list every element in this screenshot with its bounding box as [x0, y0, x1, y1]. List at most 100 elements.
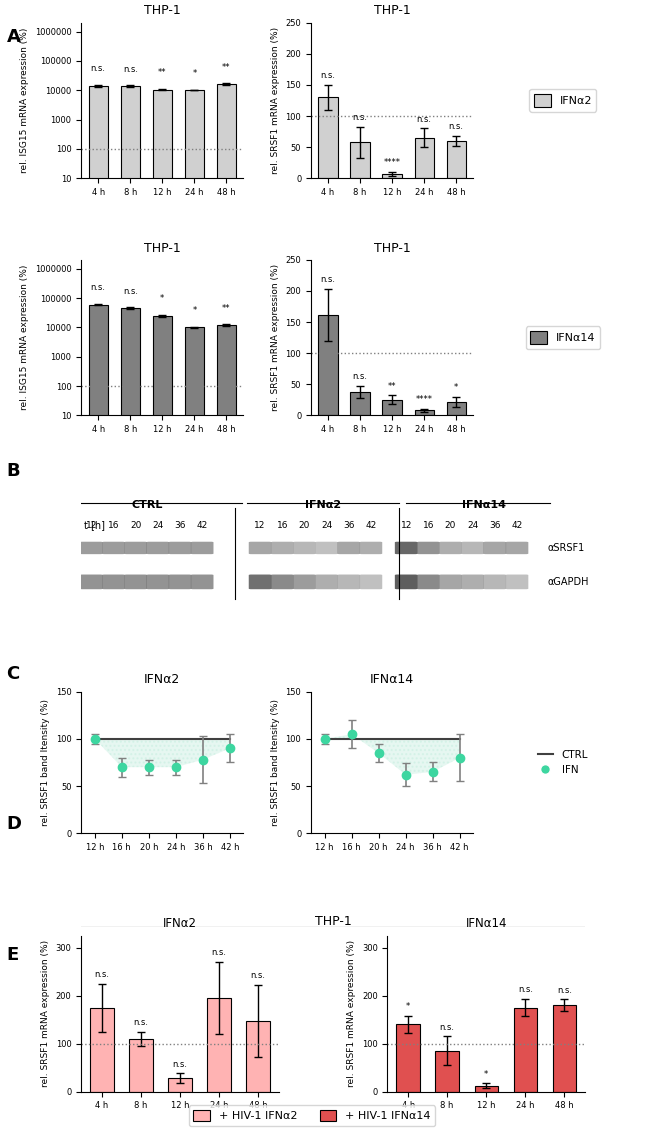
FancyBboxPatch shape [359, 574, 382, 589]
Y-axis label: rel. ISG15 mRNA expression (%): rel. ISG15 mRNA expression (%) [20, 265, 29, 410]
Text: *: * [160, 294, 164, 304]
Text: IFNα14: IFNα14 [462, 500, 506, 511]
Text: C: C [6, 665, 20, 683]
Text: ****: **** [384, 158, 400, 167]
Bar [168, 1078, 192, 1092]
Bar [436, 1051, 459, 1092]
Text: *: * [192, 69, 196, 78]
Bar [207, 998, 231, 1092]
Bar [350, 392, 370, 415]
Bar [447, 141, 466, 179]
FancyBboxPatch shape [249, 541, 272, 554]
Bar [474, 1086, 498, 1092]
CTRL [145, 732, 153, 746]
FancyBboxPatch shape [293, 541, 316, 554]
Text: t [h]: t [h] [84, 521, 105, 530]
Text: **: ** [222, 63, 231, 72]
Text: 36: 36 [174, 521, 186, 530]
Y-axis label: rel. SRSF1 band Itensity (%): rel. SRSF1 band Itensity (%) [271, 699, 280, 825]
FancyBboxPatch shape [506, 574, 528, 589]
Text: 24: 24 [321, 521, 332, 530]
Bar [153, 90, 172, 1137]
Text: **: ** [158, 68, 166, 77]
FancyBboxPatch shape [462, 541, 484, 554]
CTRL [402, 732, 410, 746]
FancyBboxPatch shape [102, 541, 125, 554]
Text: B: B [6, 462, 20, 480]
Bar [217, 84, 236, 1137]
CTRL [91, 732, 99, 746]
Bar [153, 316, 172, 1137]
Legend: IFNα14: IFNα14 [526, 326, 600, 349]
Bar [514, 1007, 537, 1092]
FancyBboxPatch shape [315, 541, 338, 554]
Title: IFNα2: IFNα2 [163, 918, 197, 930]
FancyBboxPatch shape [417, 574, 439, 589]
Text: n.s.: n.s. [133, 1018, 148, 1027]
Title: IFNα2: IFNα2 [144, 673, 181, 687]
Text: αGAPDH: αGAPDH [547, 576, 589, 587]
Text: n.s.: n.s. [91, 65, 106, 74]
Text: 36: 36 [343, 521, 354, 530]
FancyBboxPatch shape [484, 541, 506, 554]
Bar [396, 1024, 420, 1092]
Bar [318, 98, 337, 179]
Bar [382, 400, 402, 415]
FancyBboxPatch shape [80, 541, 103, 554]
Bar [121, 308, 140, 1137]
Text: n.s.: n.s. [417, 115, 432, 124]
CTRL [374, 732, 382, 746]
Text: 12: 12 [254, 521, 266, 530]
Bar [350, 142, 370, 179]
Text: 20: 20 [445, 521, 456, 530]
FancyBboxPatch shape [417, 541, 439, 554]
Bar [121, 86, 140, 1137]
FancyBboxPatch shape [271, 574, 294, 589]
CTRL [456, 732, 463, 746]
FancyBboxPatch shape [249, 574, 272, 589]
Text: n.s.: n.s. [518, 985, 533, 994]
FancyBboxPatch shape [124, 541, 147, 554]
Legend: + HIV-1 IFNα2, + HIV-1 IFNα14: + HIV-1 IFNα2, + HIV-1 IFNα14 [189, 1105, 435, 1126]
Title: IFNα14: IFNα14 [465, 918, 507, 930]
Text: *: * [192, 306, 196, 315]
Bar [217, 325, 236, 1137]
CTRL [348, 732, 356, 746]
Bar [318, 315, 337, 415]
FancyBboxPatch shape [439, 541, 462, 554]
Bar [552, 1005, 576, 1092]
FancyBboxPatch shape [395, 541, 417, 554]
Title: THP-1: THP-1 [374, 241, 411, 255]
Text: αSRSF1: αSRSF1 [547, 543, 584, 553]
FancyBboxPatch shape [168, 541, 191, 554]
Text: **: ** [222, 304, 231, 313]
Text: A: A [6, 28, 20, 47]
Text: n.s.: n.s. [123, 65, 138, 74]
CTRL [429, 732, 437, 746]
FancyBboxPatch shape [80, 574, 103, 589]
FancyBboxPatch shape [146, 574, 169, 589]
CTRL [226, 732, 234, 746]
Text: *: * [484, 1070, 488, 1079]
Text: THP-1: THP-1 [315, 914, 352, 928]
Text: n.s.: n.s. [320, 70, 335, 80]
FancyBboxPatch shape [315, 574, 338, 589]
Text: *: * [454, 383, 458, 392]
Text: 42: 42 [365, 521, 376, 530]
Text: n.s.: n.s. [211, 948, 227, 957]
Y-axis label: rel. SRSF1 mRNA expression (%): rel. SRSF1 mRNA expression (%) [271, 27, 280, 174]
FancyBboxPatch shape [395, 574, 417, 589]
Title: IFNα14: IFNα14 [370, 673, 414, 687]
Text: 42: 42 [196, 521, 208, 530]
FancyBboxPatch shape [439, 574, 462, 589]
Bar [90, 1007, 114, 1092]
Title: THP-1: THP-1 [144, 241, 181, 255]
CTRL [199, 732, 207, 746]
Text: n.s.: n.s. [251, 971, 266, 980]
Bar [415, 138, 434, 179]
Bar [129, 1039, 153, 1092]
Title: THP-1: THP-1 [374, 5, 411, 17]
FancyBboxPatch shape [484, 574, 506, 589]
CTRL [320, 732, 328, 746]
Text: 16: 16 [108, 521, 119, 530]
